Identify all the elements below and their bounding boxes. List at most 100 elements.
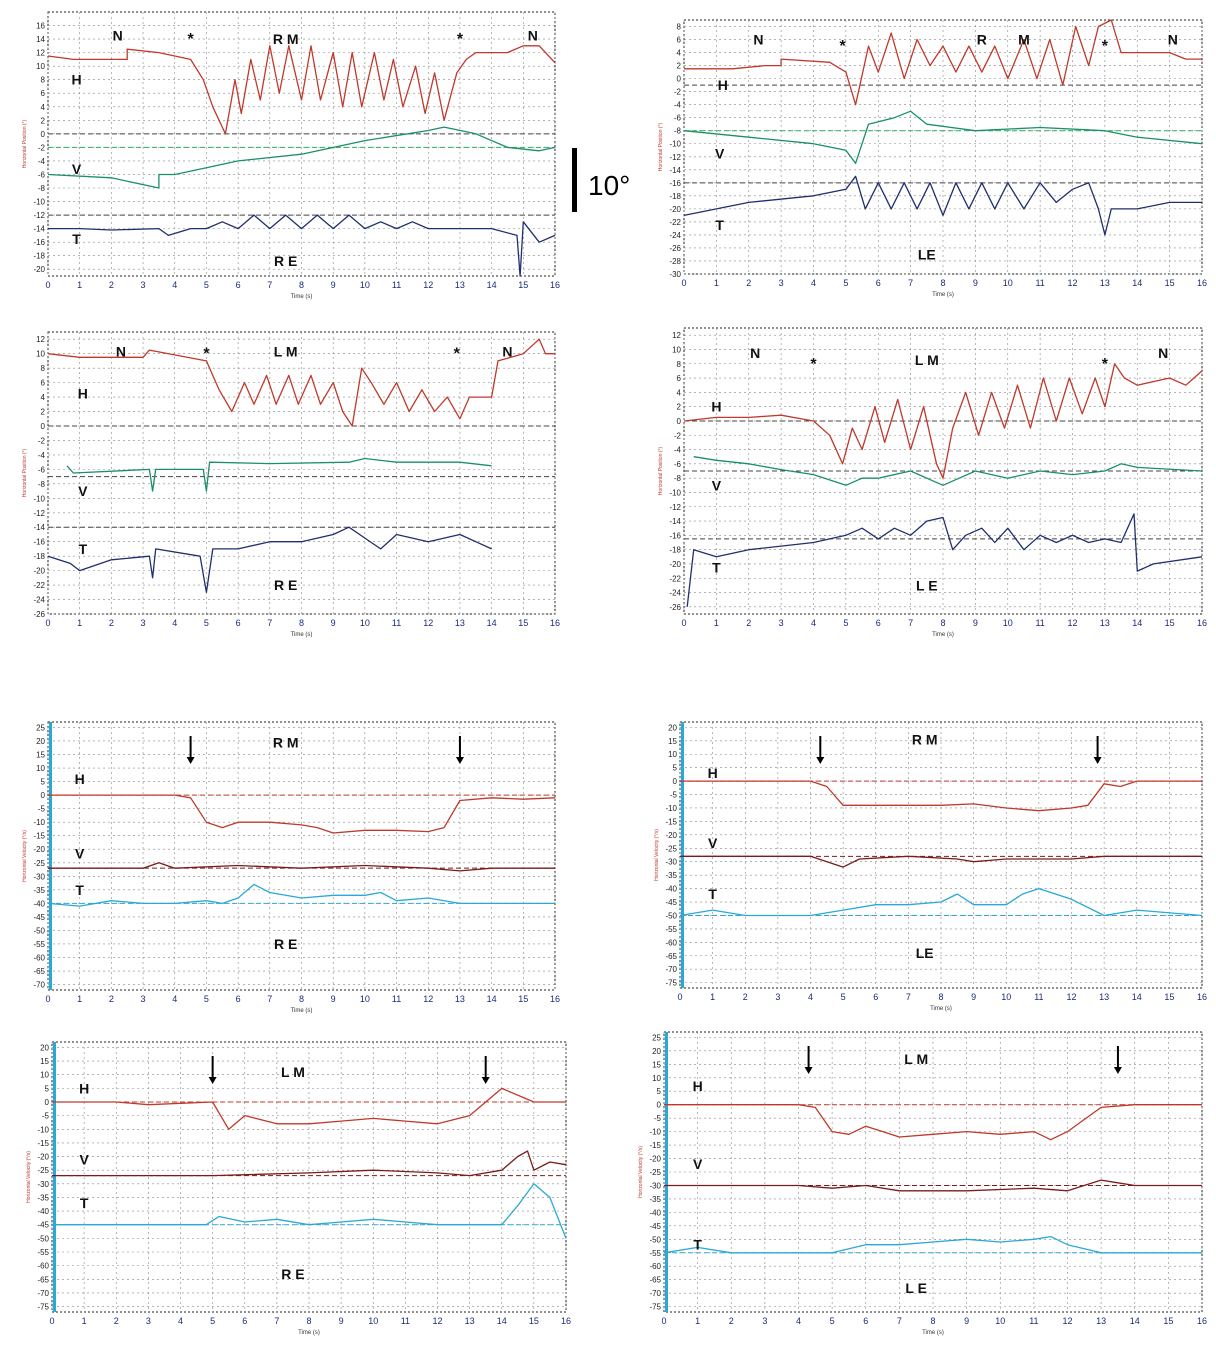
chart-annotation: R M: [912, 731, 938, 747]
y-tick-label: -12: [33, 509, 45, 518]
y-tick-label: -4: [674, 446, 682, 455]
y-tick-label: -50: [37, 1234, 49, 1243]
x-tick-label: 11: [392, 280, 401, 290]
x-axis-label: Time (s): [291, 632, 313, 638]
x-tick-label: 9: [971, 992, 976, 1002]
chart-annotation: R E: [281, 1266, 304, 1282]
y-tick-label: 25: [652, 1033, 661, 1042]
x-tick-label: 4: [172, 994, 177, 1004]
x-axis-label: Time (s): [922, 1330, 944, 1336]
series-line-h: [48, 794, 556, 834]
x-tick-label: 16: [550, 618, 560, 628]
series-line-v: [52, 1150, 567, 1177]
asterisk-marker: *: [840, 38, 847, 55]
chart-svg: 0 1 2 3 4 5 6 7 8 9 10 11 12 13 14 15 16121086420-2-4-6-…: [658, 327, 1207, 638]
x-axis-label: Time (s): [932, 632, 954, 638]
chart-velocity-rm-le: 0 1 2 3 4 5 6 7 8 9 10 11 12 13 14 15 16 20 15 10 5 0 -5 -10 -15…: [650, 716, 1210, 1018]
y-tick-label: -24: [33, 596, 45, 605]
asterisk-marker: *: [203, 346, 210, 363]
y-tick-label: -70: [37, 1289, 49, 1298]
x-tick-label: 15: [518, 618, 528, 628]
y-tick-label: -12: [669, 153, 681, 162]
x-tick-label: 13: [1096, 1316, 1106, 1326]
scale-bar-line: [572, 148, 577, 212]
x-tick-label: 15: [1163, 1316, 1173, 1326]
x-tick-label: 10: [360, 280, 370, 290]
chart-position-lm-re: 0 1 2 3 4 5 6 7 8 9 10 11 12 13 14 15 16 12 10 8 6 4 2 0 -2 -4 -6-…: [18, 326, 563, 644]
x-tick-label: 7: [897, 1316, 902, 1326]
x-tick-label: 0: [661, 1316, 666, 1326]
y-tick-label: -20: [37, 1153, 49, 1162]
y-tick-label: 5: [41, 778, 46, 787]
y-tick-label: -26: [669, 603, 681, 612]
y-axis-label: Horizontal Position (°): [22, 119, 28, 168]
x-tick-label: 14: [1130, 1316, 1140, 1326]
x-tick-label: 0: [681, 618, 686, 628]
x-tick-label: 3: [141, 280, 146, 290]
x-tick-label: 8: [930, 1316, 935, 1326]
arrow-down-icon: [455, 736, 464, 764]
chart-annotation: T: [80, 1195, 89, 1211]
asterisk-marker: *: [1102, 356, 1109, 373]
y-tick-label: -30: [37, 1180, 49, 1189]
y-tick-label: -15: [649, 1141, 661, 1150]
chart-annotation: N: [113, 28, 123, 44]
y-tick-label: 0: [677, 75, 682, 84]
x-tick-label: 8: [299, 994, 304, 1004]
x-tick-label: 10: [1003, 618, 1013, 628]
chart-annotation: N: [528, 28, 538, 44]
x-tick-label: 14: [1132, 278, 1142, 288]
chart-annotation: V: [708, 835, 718, 851]
y-tick-label: 0: [677, 417, 682, 426]
x-tick-label: 14: [487, 618, 497, 628]
y-tick-label: -45: [649, 1222, 661, 1231]
y-tick-label: -14: [669, 517, 681, 526]
y-tick-label: 0: [41, 422, 46, 431]
y-tick-label: -26: [33, 610, 45, 619]
x-tick-label: 0: [49, 1316, 54, 1326]
chart-svg: 0 1 2 3 4 5 6 7 8 9 10 11 12 13 14 15 162520151050-5-10-…: [638, 1031, 1207, 1336]
start-marker: [49, 722, 52, 990]
x-tick-label: 13: [1100, 278, 1110, 288]
chart-annotation: T: [72, 231, 81, 247]
x-tick-label: 9: [973, 278, 978, 288]
y-tick-label: -14: [33, 225, 45, 234]
y-tick-label: -4: [38, 157, 46, 166]
y-tick-label: -25: [37, 1166, 49, 1175]
series-line-t: [48, 214, 556, 277]
y-tick-label: 0: [45, 1098, 50, 1107]
chart-annotation: N: [502, 344, 512, 360]
x-tick-label: 16: [1197, 278, 1207, 288]
x-tick-label: 9: [339, 1316, 344, 1326]
arrow-down-icon: [481, 1056, 490, 1084]
x-tick-label: 12: [1067, 278, 1077, 288]
x-tick-label: 3: [146, 1316, 151, 1326]
y-axis-label: Horizontal Velocity (°/s): [26, 1151, 32, 1203]
x-tick-label: 6: [242, 1316, 247, 1326]
x-axis-label: Time (s): [930, 1006, 952, 1012]
y-tick-label: -50: [649, 1235, 661, 1244]
y-tick-label: 8: [41, 76, 46, 85]
series-line-h: [52, 1087, 566, 1130]
y-tick-label: -25: [649, 1168, 661, 1177]
y-tick-label: -12: [669, 503, 681, 512]
x-tick-label: 14: [487, 994, 497, 1004]
chart-annotation: T: [693, 1237, 702, 1253]
y-tick-label: -40: [665, 885, 677, 894]
y-tick-label: 8: [41, 364, 46, 373]
x-tick-label: 16: [1197, 618, 1207, 628]
arrow-down-icon: [804, 1046, 813, 1074]
x-tick-label: 3: [141, 994, 146, 1004]
x-tick-label: 13: [1100, 618, 1110, 628]
y-tick-label: 10: [652, 1074, 661, 1083]
asterisk-marker: *: [1102, 38, 1109, 55]
y-tick-label: 10: [36, 62, 45, 71]
chart-annotation: N: [1168, 32, 1178, 48]
y-tick-label: 2: [677, 403, 682, 412]
y-tick-label: -14: [669, 166, 681, 175]
x-tick-label: 16: [1197, 1316, 1207, 1326]
chart-svg: 0 1 2 3 4 5 6 7 8 9 10 11 12 13 14 15 1686420-2-4-6-8-10…: [658, 19, 1207, 298]
y-tick-label: -55: [649, 1249, 661, 1258]
x-tick-label: 3: [762, 1316, 767, 1326]
y-tick-label: 15: [652, 1060, 661, 1069]
